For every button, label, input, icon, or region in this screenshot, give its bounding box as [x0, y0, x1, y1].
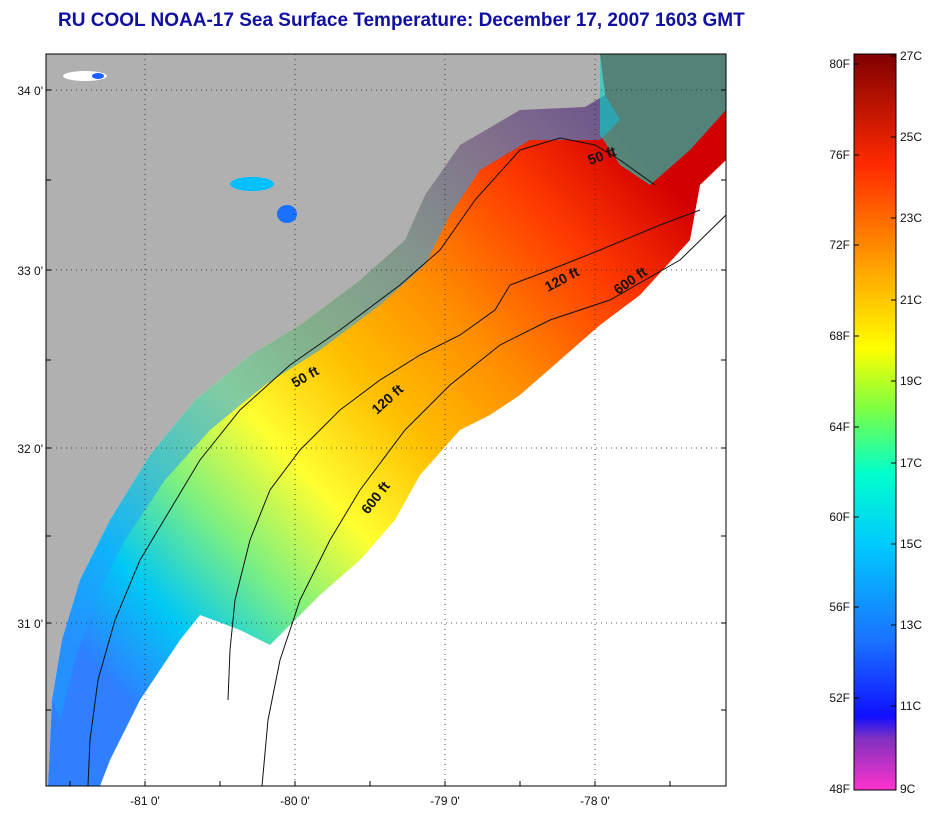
colorbar-c-label: 27C — [900, 49, 922, 63]
colorbar-f-label: 76F — [829, 148, 850, 162]
colorbar-c-label: 23C — [900, 211, 922, 225]
colorbar-c-label: 19C — [900, 374, 922, 388]
lon-label: -79 0' — [430, 794, 460, 808]
lon-label: -78 0' — [580, 794, 610, 808]
isobath-600ft — [261, 214, 726, 786]
colorbar-c-label: 21C — [900, 293, 922, 307]
colorbar-f-label: 72F — [829, 238, 850, 252]
colorbar-f-label: 68F — [829, 329, 850, 343]
land-mass — [46, 54, 605, 786]
isobath-50ft — [87, 137, 656, 786]
lon-label: -81 0' — [130, 794, 160, 808]
north-plume — [600, 54, 726, 185]
lat-label: 34 0' — [17, 84, 43, 98]
colorbar-f-label: 60F — [829, 510, 850, 524]
colorbar-f-label: 56F — [829, 600, 850, 614]
isobath-120ft — [227, 209, 701, 701]
colorbar-f-label: 48F — [829, 782, 850, 796]
color-bar — [853, 53, 897, 791]
map-frame — [45, 53, 727, 787]
lon-label: -80 0' — [280, 794, 310, 808]
colorbar-f-label: 64F — [829, 420, 850, 434]
colorbar-c-label: 11C — [900, 699, 921, 713]
colorbar-c-label: 13C — [900, 618, 922, 632]
colorbar-c-label: 15C — [900, 537, 922, 551]
lake — [230, 177, 274, 191]
colorbar-c-label: 25C — [900, 130, 922, 144]
lat-label: 31 0' — [17, 617, 43, 631]
colorbar-f-label: 80F — [829, 57, 850, 71]
lat-label: 33 0' — [17, 264, 43, 278]
colorbar-f-ticks — [854, 55, 896, 707]
sst-field — [48, 54, 726, 786]
lake — [92, 73, 104, 79]
colorbar-c-label: 17C — [900, 456, 922, 470]
grid-lines — [46, 54, 726, 786]
lake — [277, 205, 297, 223]
lat-label: 32 0' — [17, 442, 43, 456]
map-title: RU COOL NOAA-17 Sea Surface Temperature:… — [58, 10, 745, 31]
colorbar-c-label: 9C — [900, 782, 916, 796]
tick-marks — [46, 89, 726, 786]
colorbar-f-label: 52F — [829, 691, 850, 705]
